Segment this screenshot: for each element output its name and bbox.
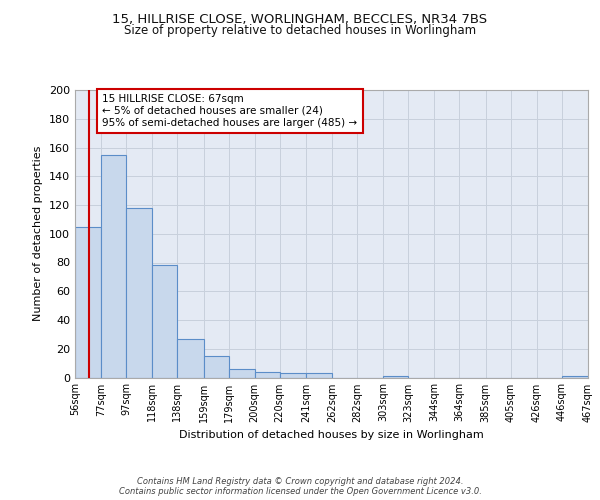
Bar <box>126 208 152 378</box>
Bar <box>101 154 126 378</box>
Text: Contains HM Land Registry data © Crown copyright and database right 2024.
Contai: Contains HM Land Registry data © Crown c… <box>119 476 481 496</box>
Bar <box>383 376 408 378</box>
Text: 15, HILLRISE CLOSE, WORLINGHAM, BECCLES, NR34 7BS: 15, HILLRISE CLOSE, WORLINGHAM, BECCLES,… <box>112 12 488 26</box>
Bar <box>562 376 588 378</box>
Bar <box>152 266 178 378</box>
Text: 15 HILLRISE CLOSE: 67sqm
← 5% of detached houses are smaller (24)
95% of semi-de: 15 HILLRISE CLOSE: 67sqm ← 5% of detache… <box>103 94 358 128</box>
Bar <box>203 356 229 378</box>
Bar <box>229 369 255 378</box>
Bar <box>280 373 306 378</box>
Text: Size of property relative to detached houses in Worlingham: Size of property relative to detached ho… <box>124 24 476 37</box>
Bar <box>255 372 280 378</box>
Bar <box>178 338 203 378</box>
X-axis label: Distribution of detached houses by size in Worlingham: Distribution of detached houses by size … <box>179 430 484 440</box>
Y-axis label: Number of detached properties: Number of detached properties <box>34 146 43 322</box>
Bar <box>75 226 101 378</box>
Bar <box>306 373 332 378</box>
